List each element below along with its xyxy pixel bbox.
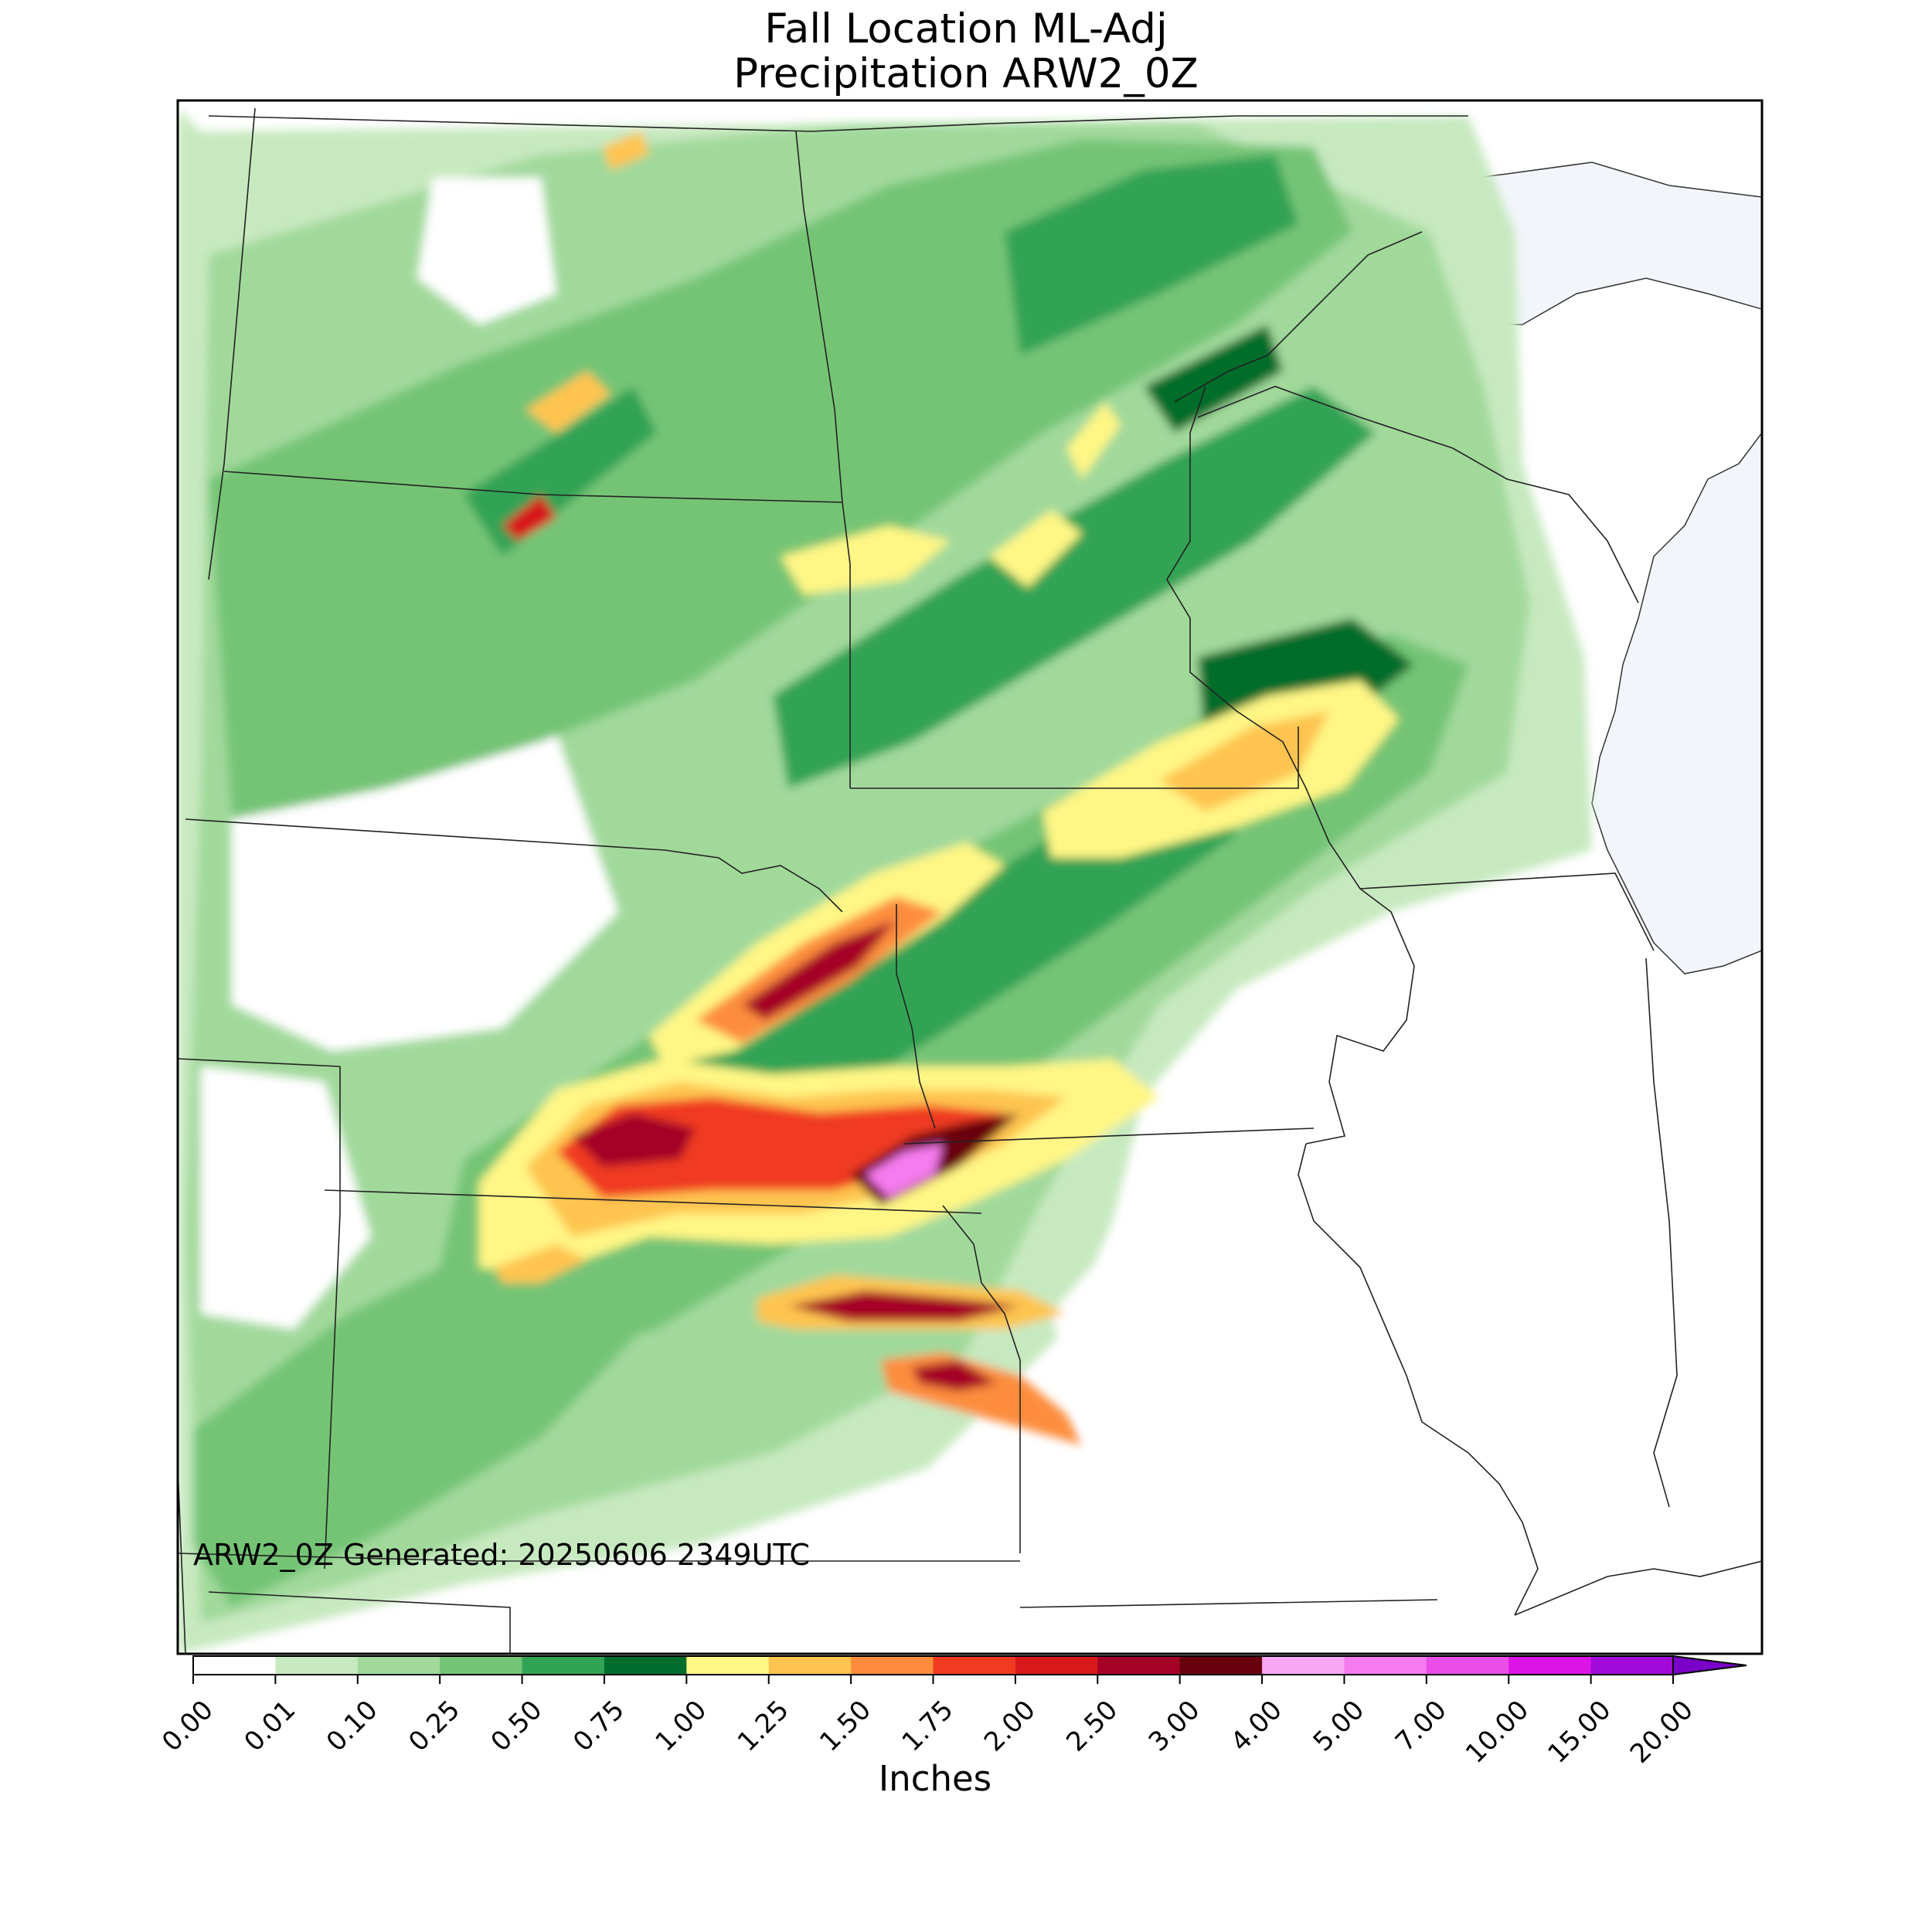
colorbar-swatch [1097, 1656, 1181, 1675]
colorbar-tick-label: 0.10 [321, 1695, 384, 1758]
wy-co [178, 1058, 341, 1067]
colorbar-tick-label: 2.50 [1060, 1695, 1124, 1758]
colorbar-tick-label: 10.00 [1460, 1695, 1535, 1770]
mo-il [1298, 1143, 1539, 1616]
colorbar-swatch [193, 1656, 276, 1675]
map-plot-area [178, 100, 1762, 1654]
colorbar: 0.00 0.01 0.10 0.25 0.50 0.75 1.00 1.25 1.50 1.75… [156, 1655, 1747, 1770]
colorbar-tick-label: 4.00 [1225, 1695, 1288, 1758]
nd-mn-border [795, 131, 851, 788]
colorbar-swatch [1262, 1656, 1345, 1675]
mo-ia-river [896, 904, 936, 1129]
colorbar-swatch [1015, 1656, 1098, 1675]
ky-line [1514, 1560, 1762, 1616]
colorbar-swatch [933, 1656, 1016, 1675]
colorbar-tick-label: 1.50 [814, 1695, 877, 1758]
mn-wi-north [1174, 231, 1423, 403]
colorbar-swatch [768, 1656, 852, 1675]
ks-ok-border [178, 1553, 1020, 1562]
sd-ne-border [185, 818, 843, 913]
colorbar-tick-label: 0.75 [567, 1695, 631, 1758]
ne-co-border [324, 1066, 341, 1570]
colorbar-swatch [1509, 1656, 1592, 1675]
colorbar-swatch [522, 1656, 605, 1675]
mt-nd-border [208, 107, 256, 580]
colorbar-swatch [851, 1656, 934, 1675]
il-in [1645, 957, 1678, 1508]
ok-mo [1019, 1599, 1438, 1608]
ia-il-mo [903, 1128, 1315, 1145]
nd-sd-border [223, 471, 843, 503]
colorbar-swatch [686, 1656, 770, 1675]
mn-wi [1166, 386, 1361, 889]
colorbar-tick-label: 20.00 [1624, 1695, 1699, 1770]
ne-ks-border [324, 1189, 982, 1214]
colorbar-swatch [1179, 1656, 1263, 1675]
colorbar-label: Inches [878, 1758, 992, 1799]
colorbar-swatch [1344, 1656, 1427, 1675]
canada-border [208, 115, 1468, 132]
wi-ia-il [1305, 888, 1415, 1145]
sd-mn-ia [850, 726, 1299, 789]
colorbar-tick-label: 0.25 [403, 1695, 466, 1758]
mi-wi [1359, 872, 1655, 951]
colorbar-swatch [604, 1656, 687, 1675]
colorbar-tick-label: 7.00 [1389, 1695, 1453, 1758]
colorbar-swatch [357, 1656, 440, 1675]
map-title-line2: Precipitation ARW2_0Z [733, 50, 1199, 97]
mi-border-upper [1197, 386, 1639, 604]
state-borders [178, 107, 1762, 1654]
colorbar-tick-label: 1.75 [896, 1695, 960, 1758]
colorbar-tick-label: 15.00 [1542, 1695, 1617, 1770]
colorbar-tick-label: 0.00 [156, 1695, 219, 1758]
colorbar-tick-label: 1.00 [649, 1695, 713, 1758]
colorbar-swatch [1590, 1656, 1674, 1675]
precipitation-field [178, 108, 1607, 1654]
ks-mo [942, 1205, 1021, 1553]
colorbar-tick-label: 1.25 [732, 1695, 795, 1758]
colorbar-tick-label: 2.00 [978, 1695, 1042, 1758]
lake-michigan [1591, 431, 1762, 975]
map-title-line1: Fall Location ML-Adj [764, 5, 1168, 53]
nm-ok [208, 1591, 511, 1654]
co-ks [178, 1468, 186, 1654]
colorbar-swatch [440, 1656, 523, 1675]
colorbar-tick-label: 0.50 [485, 1695, 549, 1758]
colorbar-extend-arrow [1672, 1655, 1747, 1676]
colorbar-swatch [275, 1656, 359, 1675]
colorbar-tick-label: 3.00 [1143, 1695, 1206, 1758]
colorbar-swatch [1426, 1656, 1509, 1675]
generated-timestamp: ARW2_0Z Generated: 20250606 2349UTC [193, 1538, 810, 1572]
colorbar-tick-label: 5.00 [1308, 1695, 1371, 1758]
colorbar-tick-label: 0.01 [238, 1695, 301, 1758]
map-frame [176, 99, 1764, 1655]
